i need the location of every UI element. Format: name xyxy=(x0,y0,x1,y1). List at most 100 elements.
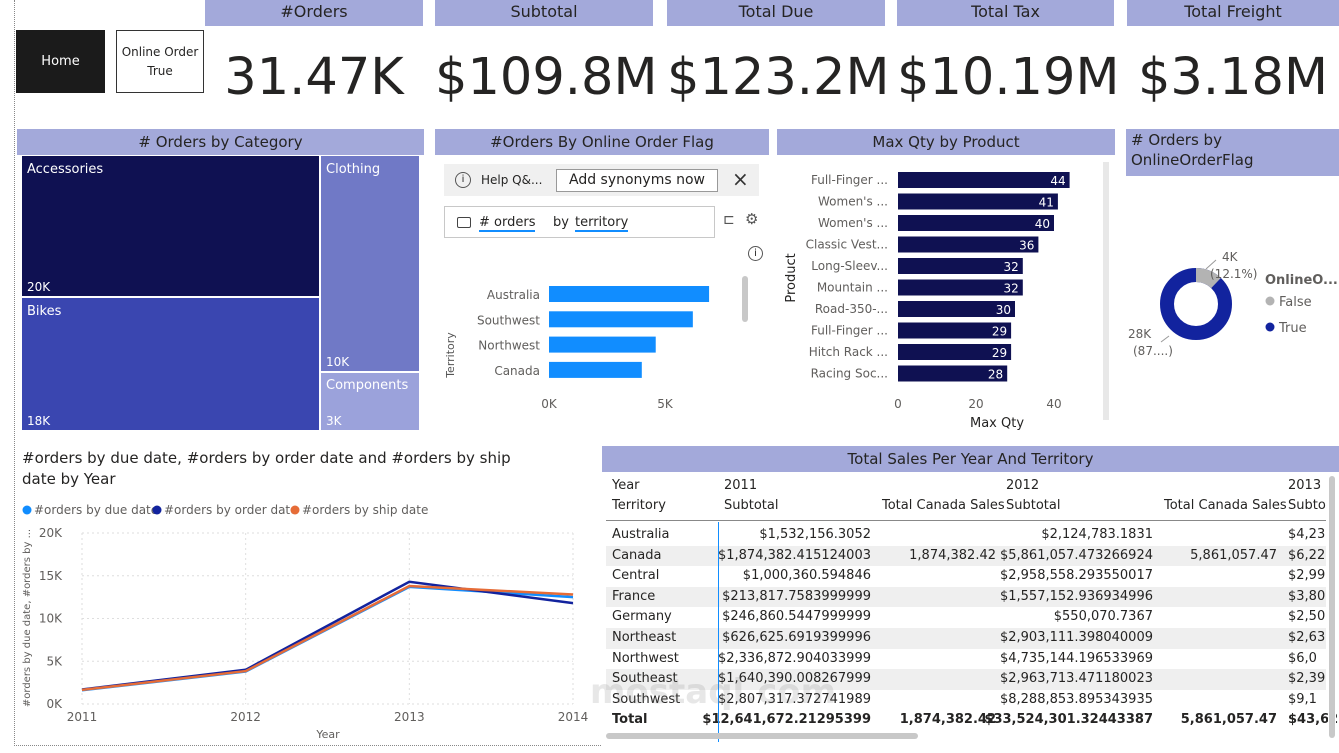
gear-icon[interactable]: ⚙ xyxy=(745,210,759,228)
header-year-2012[interactable]: 2012 xyxy=(1006,478,1040,493)
x-tick-label: 2012 xyxy=(230,710,261,724)
cell-s13: $2,50 xyxy=(1288,609,1326,625)
cell-s13: $2,99 xyxy=(1288,568,1326,584)
x-tick-label: 2014 xyxy=(558,710,589,724)
treemap-cell-clothing[interactable]: Clothing 10K xyxy=(321,156,419,371)
online-order-slicer[interactable]: Online Order True xyxy=(116,30,204,93)
kpi-title: #Orders xyxy=(205,0,423,26)
product-label: Classic Vest... xyxy=(806,238,888,252)
table-row: Canada $1,874,382.415124003 1,874,382.42 $5… xyxy=(606,545,1326,567)
territory-bar-chart: Territory Australia Southwest Northwest Cana… xyxy=(444,286,710,411)
product-bar xyxy=(898,322,1012,339)
product-bar-value: 28 xyxy=(988,368,1003,382)
product-bar xyxy=(898,172,1070,188)
cell-s12: $33,524,301.32443387 xyxy=(984,712,1153,728)
maxqty-x-axis-label: Max Qty xyxy=(970,416,1024,431)
table-total-row: Total $12,641,672.21295399 1,874,382.42 $33… xyxy=(606,710,1338,731)
donut-legend-title: OnlineO... xyxy=(1265,273,1338,288)
kpi-title: Total Tax xyxy=(897,0,1114,26)
query-term-by: by xyxy=(553,215,569,230)
treemap-cell-components[interactable]: Components 3K xyxy=(321,373,419,430)
x-tick-label: 2013 xyxy=(394,710,425,724)
legend-label: #orders by due date xyxy=(34,503,158,517)
cell-c11: 1,874,382.42 xyxy=(909,547,996,563)
territory-label: Southwest xyxy=(477,313,540,327)
info-icon[interactable]: i xyxy=(455,172,471,188)
header-canada-2012: Total Canada Sales xyxy=(1164,498,1287,513)
cell-s13: $3,80 xyxy=(1288,588,1326,604)
kpi-value: $123.2M xyxy=(667,48,890,107)
header-subtotal-2013: Subto xyxy=(1288,498,1326,513)
product-bar-value: 41 xyxy=(1039,196,1054,210)
treemap-cell-label: Accessories xyxy=(27,162,104,177)
table-row: Southwest $2,807,317.372741989 $8,288,853.… xyxy=(606,690,1326,711)
territory-label: Australia xyxy=(487,288,540,302)
cell-t: France xyxy=(612,588,656,604)
kpi-title: Total Due xyxy=(667,0,885,26)
product-bar xyxy=(898,215,1054,231)
y-tick-label: 20K xyxy=(39,526,63,540)
table-v-scrollbar[interactable] xyxy=(1329,476,1335,738)
qa-help-link[interactable]: Help Q&... xyxy=(481,173,543,187)
donut-false-pct: (12.1%) xyxy=(1210,267,1257,281)
header-year-2013[interactable]: 2013 xyxy=(1288,478,1322,493)
x-tick-label: 2011 xyxy=(67,710,98,724)
cell-c11: 1,874,382.42 xyxy=(899,712,996,728)
cell-s12: $2,958,558.293550017 xyxy=(999,568,1153,584)
kpi-card-total-freight: Total Freight $3.18M xyxy=(1127,0,1339,122)
header-year-2011[interactable]: 2011 xyxy=(724,478,758,493)
kpi-card-subtotal: Subtotal $109.8M xyxy=(435,0,658,122)
header-subtotal-2012: Subtotal xyxy=(1006,498,1061,513)
territory-bar xyxy=(549,361,642,378)
column-divider xyxy=(718,522,719,742)
cell-s12: $2,124,783.1831 xyxy=(1041,527,1153,542)
treemap-cell-bikes[interactable]: Bikes 18K xyxy=(22,298,319,430)
cell-s13: $4,23 xyxy=(1288,527,1326,542)
donut-true-pct: (87....) xyxy=(1133,344,1173,358)
qa-query-input[interactable]: # orders by territory xyxy=(444,206,715,238)
product-bar-value: 36 xyxy=(1019,239,1034,253)
cell-s12: $4,735,144.196533969 xyxy=(999,650,1153,666)
home-button[interactable]: Home xyxy=(16,30,105,93)
product-bar-value: 32 xyxy=(1004,282,1019,296)
y-tick-label: 15K xyxy=(39,569,63,583)
legend-label: #orders by order date xyxy=(164,503,298,517)
legend-false-label: False xyxy=(1279,295,1312,310)
product-bar xyxy=(898,193,1058,210)
product-label: Racing Soc... xyxy=(811,367,888,381)
cell-s11: $213,817.7583999999 xyxy=(722,588,871,604)
kpi-card-total-due: Total Due $123.2M xyxy=(667,0,890,122)
donut-leader-false xyxy=(1205,259,1217,270)
header-year: Year xyxy=(612,478,640,493)
maxqty-x-tick: 0 xyxy=(894,397,902,411)
cell-s13: $43,62 xyxy=(1288,712,1339,728)
query-term-orders: # orders xyxy=(479,215,536,232)
line-chart-title: #orders by due date, #orders by order da… xyxy=(22,448,582,490)
treemap-cell-label: Clothing xyxy=(326,162,381,177)
treemap-cell-accessories[interactable]: Accessories 20K xyxy=(22,156,319,296)
series-line xyxy=(81,580,574,691)
product-bar xyxy=(898,344,1012,360)
header-canada-2011: Total Canada Sales xyxy=(882,498,1005,513)
add-synonyms-button[interactable]: Add synonyms now xyxy=(556,169,718,192)
product-bar-value: 32 xyxy=(1004,260,1019,274)
close-icon[interactable]: × xyxy=(732,167,749,191)
convert-visual-icon[interactable]: ⊏ xyxy=(723,212,735,228)
territory-bar xyxy=(549,336,656,353)
table-h-scrollbar[interactable] xyxy=(606,733,918,739)
qa-scrollbar[interactable] xyxy=(742,276,748,322)
maxqty-title: Max Qty by Product xyxy=(777,129,1115,155)
line-title-line-2: date by Year xyxy=(22,470,116,488)
kpi-value: 31.47K xyxy=(224,48,404,107)
x-axis-label: Year xyxy=(315,728,340,741)
product-bar xyxy=(898,258,1023,274)
kpi-value: $109.8M xyxy=(435,48,658,107)
table-row: Northeast $626,625.6919399996 $2,903,111.3… xyxy=(606,628,1326,649)
treemap: Accessories 20K Bikes 18K Clothing 10K C… xyxy=(17,155,424,437)
info-icon[interactable]: i xyxy=(748,246,763,261)
cell-t: Central xyxy=(612,568,660,584)
watermark: mostaql.com xyxy=(590,672,837,712)
online-order-label: Online Order xyxy=(121,44,199,59)
product-bar xyxy=(898,365,1008,382)
y-tick-label: 10K xyxy=(39,612,63,626)
